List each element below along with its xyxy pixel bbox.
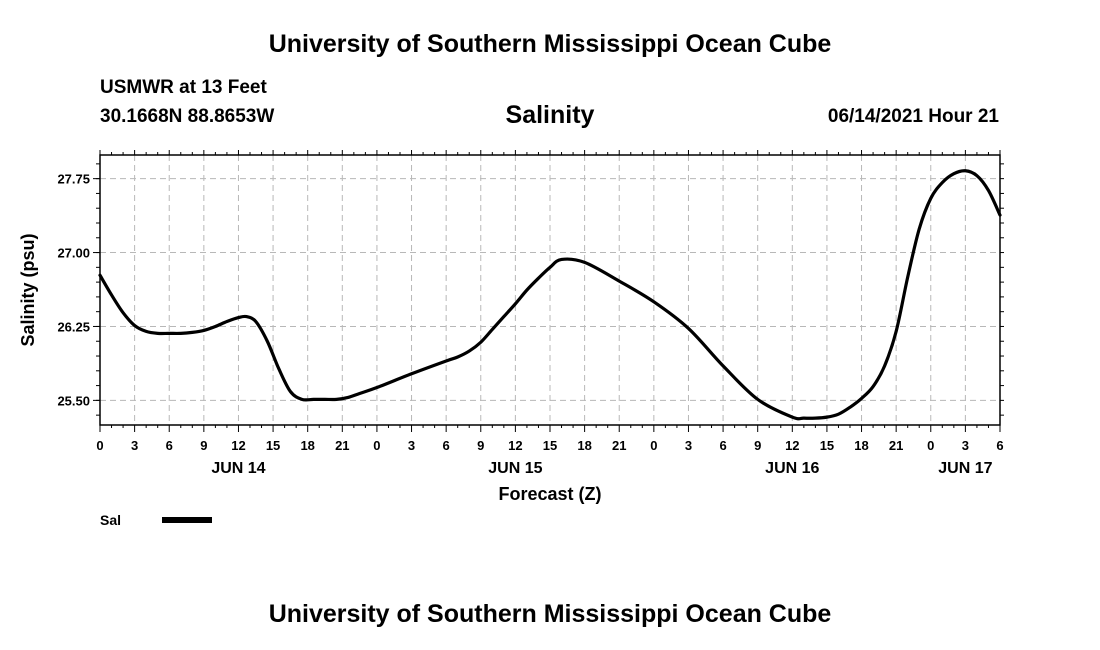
x-tick-label: 6 — [443, 438, 450, 453]
axis-layer: 0 3 6 9 12 15 18 21 0 3 6 9 12 15 18 21 0 3 6 9 12 15 18 21 0 3 6J… — [57, 150, 1004, 477]
day-label: JUN 16 — [765, 460, 819, 477]
x-tick-label: 12 — [231, 438, 245, 453]
series-layer — [98, 169, 1002, 421]
x-axis-title: Forecast (Z) — [498, 484, 601, 504]
x-tick-label: 15 — [266, 438, 280, 453]
x-tick-label: 21 — [612, 438, 626, 453]
x-tick-label: 0 — [927, 438, 934, 453]
day-label: JUN 15 — [488, 460, 542, 477]
forecast-timestamp: 06/14/2021 Hour 21 — [827, 106, 999, 127]
x-tick-label: 0 — [650, 438, 657, 453]
x-tick-label: 15 — [820, 438, 834, 453]
y-axis-title: Salinity (psu) — [18, 233, 38, 346]
x-tick-label: 0 — [373, 438, 380, 453]
x-tick-label: 15 — [543, 438, 557, 453]
x-tick-label: 21 — [335, 438, 349, 453]
x-tick-label: 3 — [685, 438, 692, 453]
station-coordinates: 30.1668N 88.8653W — [100, 106, 275, 127]
x-tick-label: 12 — [508, 438, 522, 453]
y-tick-label: 27.75 — [57, 172, 90, 187]
station-label: USMWR at 13 Feet — [100, 77, 267, 98]
day-label: JUN 14 — [211, 460, 265, 477]
day-label: JUN 17 — [938, 460, 992, 477]
bottom-title: University of Southern Mississippi Ocean… — [268, 600, 832, 628]
y-tick-label: 27.00 — [57, 246, 90, 261]
x-tick-label: 6 — [996, 438, 1003, 453]
x-tick-label: 9 — [200, 438, 207, 453]
top-title: University of Southern Mississippi Ocean… — [268, 30, 832, 58]
x-tick-label: 0 — [96, 438, 103, 453]
x-tick-label: 6 — [166, 438, 173, 453]
x-tick-label: 6 — [719, 438, 726, 453]
legend-swatch — [162, 517, 212, 523]
x-tick-label: 3 — [131, 438, 138, 453]
x-tick-label: 3 — [962, 438, 969, 453]
chart-title: Salinity — [505, 101, 595, 129]
series-line-sal — [98, 169, 1002, 421]
y-tick-label: 26.25 — [57, 319, 90, 334]
x-tick-label: 18 — [300, 438, 314, 453]
y-tick-label: 25.50 — [57, 393, 90, 408]
x-tick-label: 21 — [889, 438, 903, 453]
x-tick-label: 9 — [477, 438, 484, 453]
legend-label: Sal — [100, 512, 121, 528]
x-tick-label: 9 — [754, 438, 761, 453]
x-tick-label: 3 — [408, 438, 415, 453]
x-tick-label: 18 — [577, 438, 591, 453]
x-tick-label: 12 — [785, 438, 799, 453]
grid-layer — [100, 155, 1000, 425]
legend: Sal — [100, 512, 212, 528]
x-tick-label: 18 — [854, 438, 868, 453]
